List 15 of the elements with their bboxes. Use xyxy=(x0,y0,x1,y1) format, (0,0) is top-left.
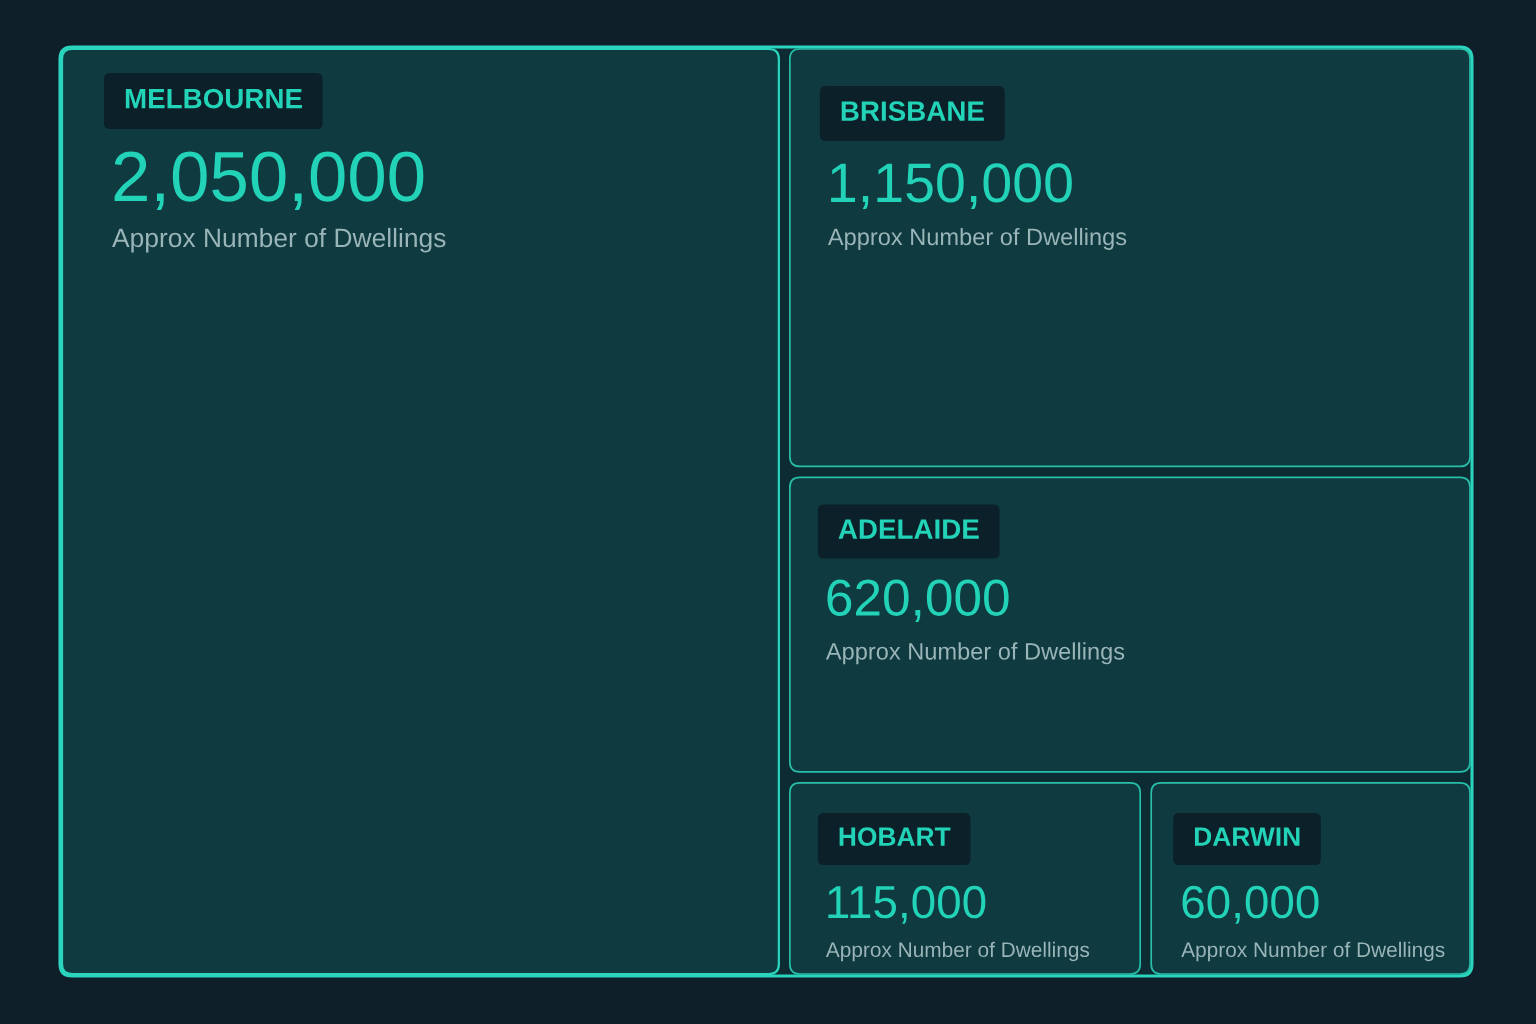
data-label: 620,000 xyxy=(827,579,1009,623)
data-label: 60,000 xyxy=(1182,885,1319,924)
text: Approx Number of Dwellings xyxy=(825,941,1090,962)
data-label: 1,150,000 xyxy=(831,163,1072,210)
data-label: 115,000 xyxy=(828,885,986,924)
data-label: 2,050,000 xyxy=(114,151,424,211)
text: Approx Number of Dwellings xyxy=(827,227,1127,250)
category-label: HOBART xyxy=(839,827,951,846)
category-label: MELBOURNE xyxy=(125,88,302,109)
text: Approx Number of Dwellings xyxy=(112,227,446,253)
category-label: DARWIN xyxy=(1194,827,1300,846)
text: Approx Number of Dwellings xyxy=(1181,941,1445,962)
text: Approx Number of Dwellings xyxy=(825,642,1125,665)
category-label: BRISBANE xyxy=(841,101,984,121)
category-label: ADELAIDE xyxy=(838,519,979,539)
